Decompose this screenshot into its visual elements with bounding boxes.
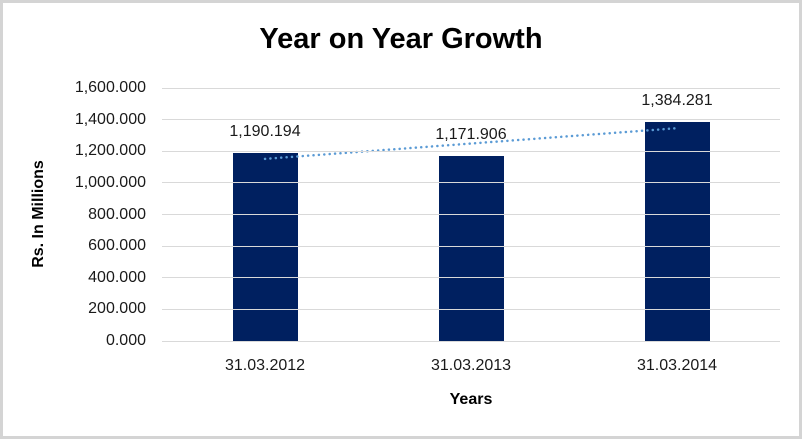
chart-title: Year on Year Growth bbox=[259, 23, 543, 55]
gridline bbox=[162, 87, 780, 89]
bar-data-label: 1,384.281 bbox=[641, 92, 713, 110]
gridline bbox=[162, 150, 780, 152]
gridline bbox=[162, 308, 780, 310]
y-tick-label: 1,000.000 bbox=[74, 173, 146, 191]
bar bbox=[438, 155, 504, 341]
bar-data-label: 1,171.906 bbox=[435, 125, 507, 143]
y-tick-label: 1,600.000 bbox=[74, 79, 146, 96]
bar-data-label: 1,190.194 bbox=[229, 122, 301, 140]
y-tick-label: 200.000 bbox=[88, 300, 146, 318]
y-tick-label: 1,200.000 bbox=[74, 142, 146, 160]
gridline bbox=[162, 119, 780, 121]
bar bbox=[232, 152, 298, 341]
y-tick-label: 1,400.000 bbox=[74, 110, 146, 128]
gridline bbox=[162, 340, 780, 342]
gridline bbox=[162, 214, 780, 215]
gridline bbox=[162, 277, 780, 279]
gridline bbox=[162, 245, 780, 247]
x-tick-label: 31.03.2014 bbox=[636, 357, 718, 374]
x-axis-title: Years bbox=[449, 391, 493, 408]
y-tick-label: 600.000 bbox=[88, 237, 146, 255]
y-tick-label: 800.000 bbox=[88, 205, 146, 223]
plot-area: 1,190.194 1,171.906 1,384.281 bbox=[162, 87, 780, 342]
x-tick-label: 31.03.2012 bbox=[224, 357, 306, 374]
y-tick-label: 400.000 bbox=[88, 268, 146, 286]
gridline bbox=[162, 182, 780, 184]
x-tick-label: 31.03.2013 bbox=[430, 357, 512, 374]
y-tick-label: 0.000 bbox=[105, 332, 146, 349]
